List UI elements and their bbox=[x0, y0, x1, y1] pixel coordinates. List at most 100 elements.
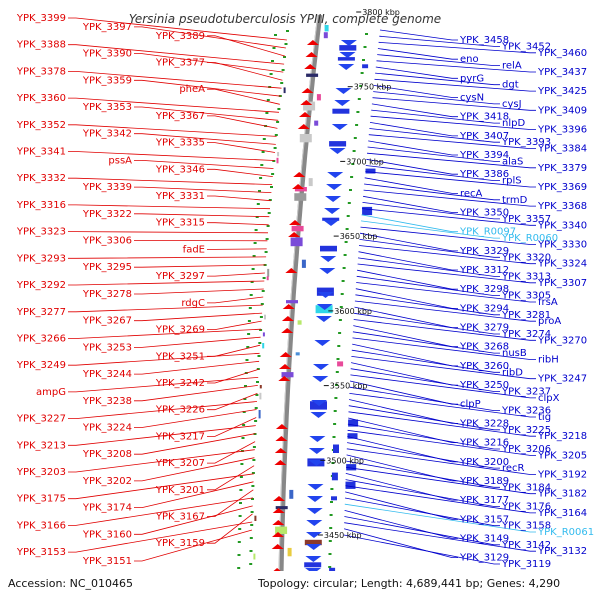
strand-arrow-reverse bbox=[310, 412, 327, 418]
right-gene-label-ypk-3320: YPK_3320 bbox=[501, 252, 551, 263]
left-gene-label-ypk-3359: YPK_3359 bbox=[82, 75, 132, 86]
right-callout bbox=[353, 319, 536, 341]
tick-dot bbox=[257, 355, 261, 357]
tick-dot bbox=[255, 394, 259, 396]
left-callout bbox=[207, 368, 259, 384]
strand-arrow-reverse bbox=[320, 256, 337, 262]
left-gene-label-ypk-3226: YPK_3226 bbox=[155, 405, 205, 416]
tick-dot bbox=[339, 306, 343, 308]
tick-dot bbox=[238, 515, 242, 517]
right-callout bbox=[357, 257, 500, 277]
left-callout bbox=[68, 521, 253, 553]
left-gene-label-ypk-3352: YPK_3352 bbox=[16, 120, 66, 131]
left-callout bbox=[207, 320, 262, 331]
tick-dot bbox=[330, 501, 333, 503]
left-gene-label-ypk-3242: YPK_3242 bbox=[155, 378, 205, 389]
right-gene-label-ypk-3149: YPK_3149 bbox=[459, 533, 509, 544]
tick-dot bbox=[248, 307, 252, 309]
tick-dot bbox=[253, 242, 257, 244]
right-gene-label-ypk-3206: YPK_3206 bbox=[501, 444, 551, 455]
tick-dot bbox=[256, 203, 260, 205]
strand-arrow-reverse bbox=[309, 436, 326, 442]
left-callout bbox=[134, 213, 270, 218]
left-gene-label-ypk-3202: YPK_3202 bbox=[82, 476, 132, 487]
tick-dot bbox=[259, 329, 263, 331]
tick-dot bbox=[250, 281, 254, 283]
left-callout bbox=[68, 280, 265, 286]
left-callout bbox=[68, 328, 262, 339]
right-callout bbox=[358, 245, 536, 265]
tick-dot bbox=[240, 463, 244, 465]
right-callout bbox=[345, 479, 500, 507]
strand-arrow-forward bbox=[292, 184, 305, 189]
right-callout bbox=[356, 275, 500, 297]
left-callout bbox=[134, 481, 254, 509]
left-gene-label-ypk-3166: YPK_3166 bbox=[16, 520, 66, 531]
left-callout bbox=[207, 168, 273, 177]
tick-dot bbox=[265, 238, 269, 240]
tick-dot bbox=[355, 124, 359, 126]
right-gene-label-ypk-3260: YPK_3260 bbox=[459, 361, 509, 372]
tick-dot bbox=[345, 228, 349, 230]
feature-block bbox=[262, 332, 265, 337]
strand-arrow-forward bbox=[271, 544, 284, 549]
right-gene-label-ypk-3368: YPK_3368 bbox=[537, 201, 587, 212]
tick-dot bbox=[251, 485, 255, 487]
tick-dot bbox=[272, 47, 276, 49]
tick-dot bbox=[336, 358, 340, 360]
right-gene-label-ypk-3312: YPK_3312 bbox=[459, 265, 509, 276]
right-gene-label-ypk-3379: YPK_3379 bbox=[537, 163, 587, 174]
left-callout bbox=[68, 304, 263, 313]
tick-dot bbox=[360, 72, 364, 74]
tick-dot bbox=[286, 30, 289, 32]
feature-block bbox=[294, 187, 307, 192]
left-callout bbox=[134, 433, 256, 455]
left-callout bbox=[207, 248, 267, 250]
left-gene-label-ampg: ampG bbox=[36, 387, 66, 398]
right-callout bbox=[364, 183, 500, 201]
tick-dot bbox=[328, 566, 332, 568]
left-callout bbox=[134, 288, 264, 295]
right-callout bbox=[379, 29, 458, 41]
strand-arrow-reverse bbox=[306, 508, 323, 514]
feature-block bbox=[303, 101, 316, 111]
left-callout bbox=[68, 449, 255, 473]
footer-band bbox=[0, 571, 600, 600]
feature-block bbox=[286, 300, 298, 304]
tick-dot bbox=[238, 528, 242, 530]
tick-dot bbox=[251, 472, 255, 474]
right-gene-label-ypk-3294: YPK_3294 bbox=[459, 303, 509, 314]
left-gene-label-ypk-3388: YPK_3388 bbox=[16, 40, 66, 51]
accession-text: Accession: NC_010465 bbox=[8, 577, 133, 590]
right-gene-label-tig: tig bbox=[538, 412, 551, 423]
right-callout bbox=[350, 368, 500, 392]
strand-arrow-forward bbox=[272, 532, 284, 537]
right-callout bbox=[359, 232, 458, 252]
left-gene-label-ypk-3399: YPK_3399 bbox=[16, 13, 66, 24]
tick-dot bbox=[254, 229, 258, 231]
right-callout bbox=[345, 491, 458, 520]
right-callout bbox=[378, 41, 536, 54]
tick-dot bbox=[273, 147, 277, 149]
right-gene-label-ypk-3324: YPK_3324 bbox=[537, 259, 587, 270]
right-callout bbox=[373, 91, 500, 105]
tick-dot bbox=[260, 164, 264, 166]
left-gene-label-ypk-3244: YPK_3244 bbox=[82, 369, 132, 380]
strand-arrow-forward bbox=[281, 316, 294, 321]
left-callout bbox=[134, 385, 258, 402]
left-callout bbox=[68, 44, 285, 65]
scale-mark-label: 3650 kbp bbox=[340, 232, 378, 241]
tick-dot bbox=[347, 202, 351, 204]
strand-arrow-reverse bbox=[305, 544, 322, 550]
strand-arrow-forward bbox=[274, 460, 287, 465]
right-callout bbox=[369, 128, 500, 143]
tick-dot bbox=[249, 563, 253, 565]
feature-block bbox=[266, 276, 269, 281]
right-gene-label-rela: relA bbox=[502, 61, 522, 72]
tick-dot bbox=[272, 160, 276, 162]
tick-dot bbox=[344, 241, 348, 243]
left-callout bbox=[134, 457, 255, 482]
strand-arrow-reverse bbox=[305, 556, 322, 562]
left-callout bbox=[134, 505, 253, 535]
right-gene-label-ypk-3216: YPK_3216 bbox=[459, 438, 509, 449]
